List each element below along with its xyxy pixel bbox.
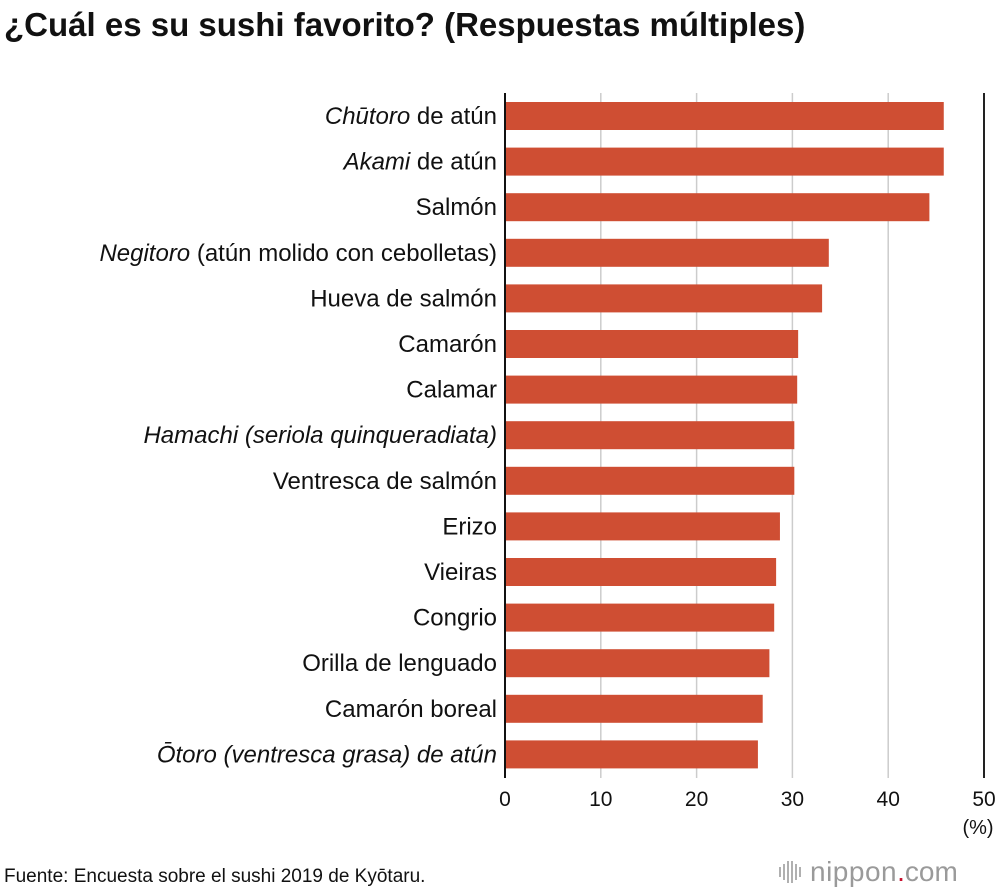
bar — [505, 375, 798, 404]
bar — [505, 558, 777, 586]
x-tick-label: 40 — [877, 788, 900, 811]
category-label-italic: Ōtoro (ventresca grasa) de atún — [157, 741, 497, 768]
x-unit-label: (%) — [962, 817, 993, 839]
source-note: Fuente: Encuesta sobre el sushi 2019 de … — [4, 866, 426, 887]
category-label: Ōtoro (ventresca grasa) de atún — [157, 741, 497, 768]
bar — [505, 421, 795, 450]
category-label-text: Calamar — [406, 377, 497, 404]
category-label: Camarón — [398, 331, 497, 358]
x-tick-label: 20 — [685, 788, 708, 811]
category-label-italic: Negitoro — [99, 240, 190, 267]
category-label: Vieiras — [424, 559, 497, 586]
category-label-italic: Akami — [342, 149, 411, 176]
chart-title: ¿Cuál es su sushi favorito? (Respuestas … — [4, 6, 806, 43]
brand-name: nippon — [810, 856, 898, 887]
category-label-italic: Chūtoro — [325, 103, 410, 130]
category-label: Calamar — [406, 377, 497, 404]
category-label-text: Camarón boreal — [325, 696, 497, 723]
bar — [505, 740, 758, 769]
category-label-italic: Hamachi (seriola quinqueradiata) — [143, 422, 497, 449]
bar — [505, 284, 823, 313]
category-label-text: Hueva de salmón — [310, 285, 497, 312]
category-label: Negitoro (atún molido con cebolletas) — [99, 240, 497, 267]
bar — [505, 238, 829, 267]
category-label: Orilla de lenguado — [302, 650, 497, 677]
category-label-text: Orilla de lenguado — [302, 650, 497, 677]
category-label: Camarón boreal — [325, 696, 497, 723]
bar — [505, 603, 775, 632]
bar — [505, 102, 944, 130]
category-label: Salmón — [416, 194, 497, 221]
category-label: Hamachi (seriola quinqueradiata) — [143, 422, 497, 449]
category-label: Congrio — [413, 605, 497, 632]
category-label-text: Vieiras — [424, 559, 497, 586]
category-label-text: de atún — [410, 149, 497, 176]
category-label-text: Congrio — [413, 605, 497, 632]
bars — [505, 102, 944, 769]
category-label-text: Salmón — [416, 194, 497, 221]
x-tick-label: 50 — [972, 788, 995, 811]
category-label-text: de atún — [410, 103, 497, 130]
x-tick-label: 30 — [781, 788, 804, 811]
category-label-text: (atún molido con cebolletas) — [190, 240, 497, 267]
bar — [505, 694, 763, 723]
x-tick-label: 10 — [589, 788, 612, 811]
category-label: Erizo — [442, 513, 497, 540]
category-label-text: Camarón — [398, 331, 497, 358]
bar — [505, 649, 770, 678]
brand-tld: com — [904, 856, 958, 887]
bar — [505, 466, 795, 495]
category-label: Ventresca de salmón — [273, 468, 497, 495]
bar — [505, 512, 780, 541]
category-label-text: Ventresca de salmón — [273, 468, 497, 495]
x-tick-labels: 0 10 20 30 40 50 — [499, 788, 996, 811]
x-tick-label: 0 — [499, 788, 511, 811]
category-label: Hueva de salmón — [310, 285, 497, 312]
brand-dot: . — [897, 856, 905, 887]
bar — [505, 330, 799, 358]
bar — [505, 147, 944, 176]
bar — [505, 193, 930, 222]
category-label: Chūtoro de atún — [325, 103, 497, 130]
brand-logo: nippon.com — [778, 856, 958, 890]
category-label: Akami de atún — [342, 149, 497, 176]
category-label-text: Erizo — [442, 513, 497, 540]
nippon-logo-icon — [779, 861, 801, 883]
